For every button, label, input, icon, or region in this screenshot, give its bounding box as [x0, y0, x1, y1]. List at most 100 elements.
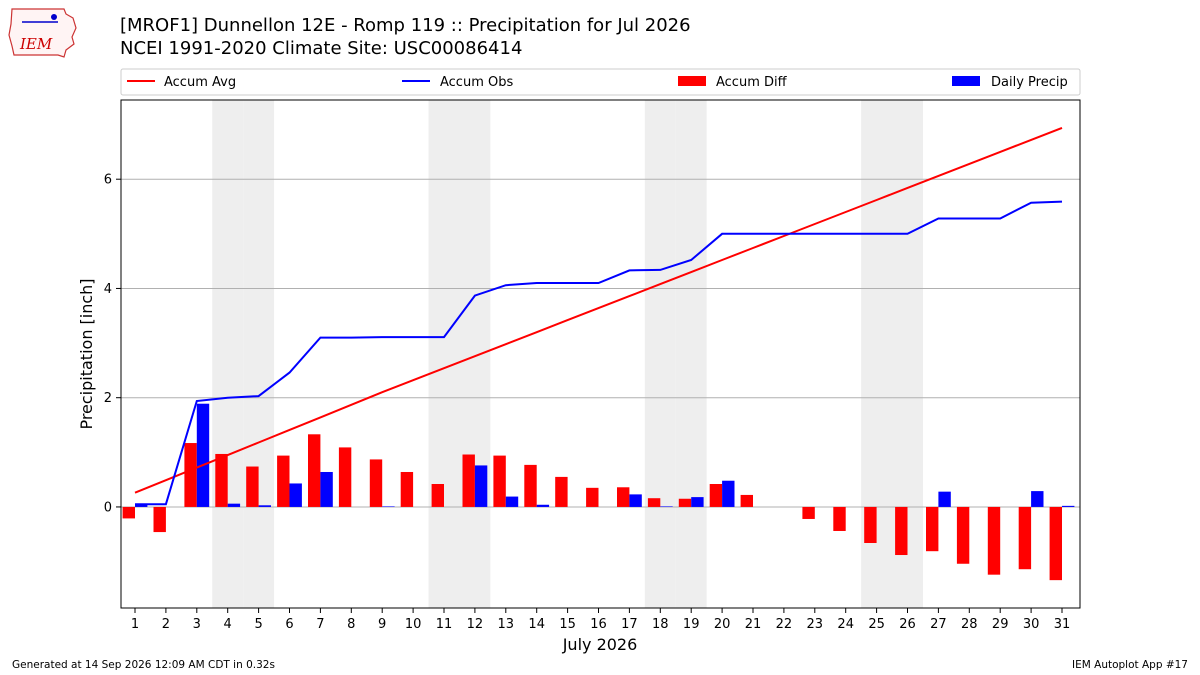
- accum-obs-line: [135, 200, 1063, 506]
- x-tick-label: 15: [559, 617, 576, 632]
- accum-diff-bar: [833, 506, 846, 531]
- accum-diff-bar: [493, 455, 506, 507]
- y-tick-label: 6: [104, 173, 112, 188]
- weather-vane-icon: [51, 14, 57, 20]
- x-tick-label: 28: [961, 617, 978, 632]
- accum-diff-bar: [215, 453, 228, 507]
- x-tick-label: 3: [193, 617, 201, 632]
- daily-precip-bar: [629, 494, 642, 507]
- x-tick-label: 23: [807, 617, 824, 632]
- x-tick-label: 8: [347, 617, 355, 632]
- daily-precip-bar: [1031, 491, 1044, 507]
- y-tick-label: 2: [104, 391, 112, 406]
- x-tick-label: 1: [131, 617, 139, 632]
- footer-app: IEM Autoplot App #17: [1072, 659, 1188, 671]
- x-tick-label: 14: [528, 617, 545, 632]
- accum-diff-bar: [1018, 506, 1032, 570]
- y-tick-label: 0: [104, 500, 112, 515]
- iem-logo: IEM: [8, 8, 77, 58]
- x-tick-label: 18: [652, 617, 669, 632]
- accum-diff-bar: [647, 498, 661, 507]
- weekend-band-4: [212, 100, 244, 608]
- weekend-band-5: [243, 100, 275, 608]
- y-axis-label: Precipitation [inch]: [77, 278, 96, 429]
- legend-daily-precip-swatch: [952, 76, 980, 86]
- accum-avg-line: [134, 126, 1063, 494]
- y-axis-ticks: 0 2 4 6: [104, 173, 121, 515]
- accum-diff-bar: [369, 459, 383, 507]
- daily-precip-bar: [320, 471, 333, 507]
- x-tick-label: 4: [224, 617, 232, 632]
- logo-text: IEM: [19, 35, 53, 53]
- accum-diff-bar: [586, 487, 599, 507]
- chart-subtitle: NCEI 1991-2020 Climate Site: USC00086414: [120, 38, 522, 59]
- accum-diff-bar: [740, 494, 753, 507]
- accum-diff-bar: [555, 476, 568, 507]
- accum-diff-bar: [338, 447, 352, 507]
- accum-diff-bar: [462, 454, 475, 507]
- legend-accum-diff-swatch: [678, 76, 706, 86]
- bars: [122, 403, 1075, 581]
- x-tick-label: 22: [776, 617, 793, 632]
- x-tick-label: 13: [498, 617, 515, 632]
- x-tick-label: 16: [590, 617, 607, 632]
- accum-diff-bar: [153, 506, 166, 533]
- daily-precip-bar: [938, 491, 951, 507]
- daily-precip-bar: [382, 506, 395, 507]
- accum-diff-bar: [122, 506, 135, 519]
- legend: Accum Avg Accum Obs Accum Diff Daily Pre…: [120, 68, 1081, 96]
- accum-diff-bar: [895, 506, 908, 556]
- x-tick-label: 24: [837, 617, 854, 632]
- y-tick-label: 4: [104, 282, 112, 297]
- daily-precip-bar: [722, 480, 735, 507]
- x-tick-label: 11: [436, 617, 453, 632]
- daily-precip-bar: [258, 505, 271, 507]
- x-tick-label: 2: [162, 617, 170, 632]
- accum-diff-bar: [926, 506, 939, 552]
- accum-diff-bar: [308, 434, 321, 507]
- x-tick-label: 12: [467, 617, 484, 632]
- weekend-band-12: [459, 100, 491, 608]
- iowa-state-outline-icon: [8, 8, 77, 58]
- legend-accum-diff-label: Accum Diff: [716, 75, 788, 90]
- accum-diff-bar: [1049, 506, 1062, 581]
- footer-generated: Generated at 14 Sep 2026 12:09 AM CDT in…: [12, 659, 275, 671]
- daily-precip-bar: [289, 483, 302, 507]
- legend-box: [120, 68, 1081, 96]
- x-tick-label: 6: [285, 617, 293, 632]
- daily-precip-bar: [474, 465, 488, 507]
- daily-precip-bar: [660, 506, 673, 507]
- x-tick-label: 5: [254, 617, 262, 632]
- daily-precip-bar: [227, 503, 241, 507]
- accum-diff-bar: [678, 498, 692, 507]
- x-tick-label: 9: [378, 617, 386, 632]
- x-axis-label: July 2026: [562, 635, 638, 654]
- x-tick-label: 25: [868, 617, 885, 632]
- x-tick-label: 7: [316, 617, 324, 632]
- daily-precip-bar: [135, 504, 148, 507]
- accum-diff-bar: [246, 466, 259, 507]
- weekend-band-19: [675, 100, 707, 608]
- legend-accum-obs-label: Accum Obs: [440, 75, 513, 90]
- accum-diff-bar: [524, 464, 537, 507]
- daily-precip-bar: [536, 504, 550, 507]
- x-tick-label: 26: [899, 617, 916, 632]
- chart-title: [MROF1] Dunnellon 12E - Romp 119 :: Prec…: [120, 15, 691, 36]
- daily-precip-bar: [691, 497, 704, 507]
- accum-diff-bar: [184, 443, 197, 507]
- legend-accum-avg-label: Accum Avg: [164, 75, 236, 90]
- accum-diff-bar: [802, 506, 815, 519]
- x-tick-label: 21: [745, 617, 762, 632]
- lines: [134, 126, 1063, 506]
- weekend-shading: [212, 100, 923, 608]
- x-tick-label: 17: [621, 617, 638, 632]
- weekend-band-11: [428, 100, 460, 608]
- accum-diff-bar: [400, 471, 414, 507]
- x-tick-label: 20: [714, 617, 731, 632]
- x-tick-label: 10: [405, 617, 422, 632]
- x-axis-ticks: 1 2 3 4 5 6 7 8 9 10 11 12 13 14 15 16 17 18 19 20 21 22 23 24 2…: [131, 608, 1070, 632]
- daily-precip-bar: [196, 403, 210, 507]
- accum-diff-bar: [987, 506, 1001, 575]
- plot-frame: [120, 99, 1081, 609]
